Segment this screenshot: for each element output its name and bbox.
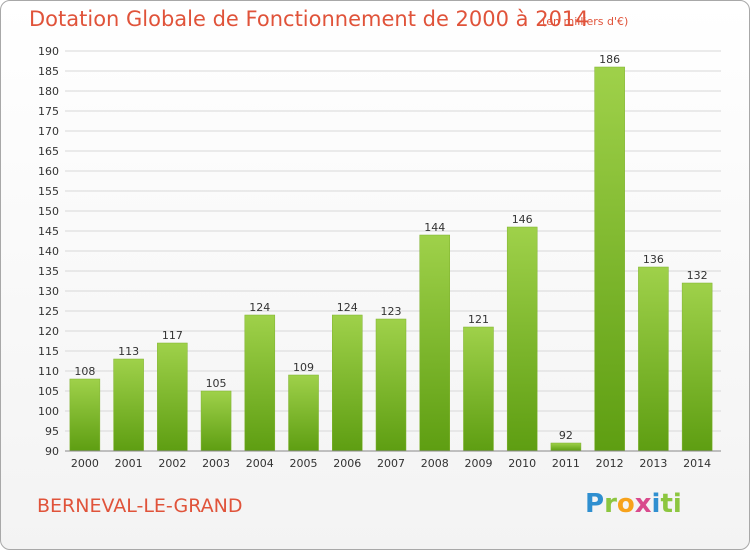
data-label-2011: 92	[559, 429, 573, 442]
x-tick-label: 2008	[421, 457, 449, 470]
x-tick-label: 2001	[115, 457, 143, 470]
bar-2012	[594, 66, 625, 452]
data-label-2000: 108	[74, 365, 95, 378]
x-tick-label: 2005	[290, 457, 318, 470]
y-tick-label: 110	[38, 365, 59, 378]
x-tick-label: 2012	[596, 457, 624, 470]
y-tick-label: 190	[38, 45, 59, 58]
bar-2008	[419, 234, 450, 452]
bar-2006	[332, 314, 363, 452]
y-tick-label: 130	[38, 285, 59, 298]
data-label-2008: 144	[424, 221, 445, 234]
x-tick-label: 2006	[333, 457, 361, 470]
x-tick-label: 2000	[71, 457, 99, 470]
data-label-2009: 121	[468, 313, 489, 326]
data-label-2010: 146	[512, 213, 533, 226]
data-label-2007: 123	[381, 305, 402, 318]
y-tick-label: 155	[38, 185, 59, 198]
bar-2003	[200, 390, 232, 452]
x-tick-label: 2003	[202, 457, 230, 470]
bars	[69, 66, 713, 452]
y-axis-ticks: 90 95 100 105 110 115 120 125 130 135 140 145 150 155…	[38, 45, 59, 458]
data-label-2002: 117	[162, 329, 183, 342]
data-label-2006: 124	[337, 301, 358, 314]
chart-unit: (en milliers d'€)	[542, 15, 629, 28]
x-tick-label: 2002	[158, 457, 186, 470]
data-labels: 108 113 117 105 124 109 124 123 144 121 146 92 186 13…	[74, 53, 707, 442]
data-label-2013: 136	[643, 253, 664, 266]
y-tick-label: 175	[38, 105, 59, 118]
proxiti-logo: Proxiti	[585, 489, 682, 519]
data-label-2001: 113	[118, 345, 139, 358]
x-tick-label: 2007	[377, 457, 405, 470]
y-tick-label: 115	[38, 345, 59, 358]
y-tick-label: 120	[38, 325, 59, 338]
data-label-2003: 105	[206, 377, 227, 390]
bar-2001	[113, 358, 144, 452]
x-tick-label: 2014	[683, 457, 711, 470]
x-tick-label: 2011	[552, 457, 580, 470]
bar-2004	[244, 314, 276, 452]
y-tick-label: 95	[45, 425, 59, 438]
commune-name: BERNEVAL-LE-GRAND	[37, 495, 243, 517]
bar-2007	[375, 318, 407, 452]
y-tick-label: 100	[38, 405, 59, 418]
y-tick-label: 125	[38, 305, 59, 318]
data-label-2004: 124	[249, 301, 270, 314]
chart-title: Dotation Globale de Fonctionnement de 20…	[29, 7, 589, 31]
y-tick-label: 135	[38, 265, 59, 278]
bar-2013	[638, 266, 669, 452]
data-label-2014: 132	[687, 269, 708, 282]
x-tick-label: 2009	[464, 457, 492, 470]
y-tick-label: 150	[38, 205, 59, 218]
y-tick-label: 165	[38, 145, 59, 158]
bar-2011	[550, 442, 582, 452]
data-label-2012: 186	[599, 53, 620, 66]
y-tick-label: 185	[38, 65, 59, 78]
y-tick-label: 145	[38, 225, 59, 238]
bar-2000	[69, 378, 101, 452]
y-tick-label: 170	[38, 125, 59, 138]
bar-2009	[463, 326, 494, 452]
bar-2010	[506, 226, 538, 452]
y-tick-label: 180	[38, 85, 59, 98]
y-tick-label: 140	[38, 245, 59, 258]
y-tick-label: 90	[45, 445, 59, 458]
y-tick-label: 160	[38, 165, 59, 178]
x-tick-label: 2010	[508, 457, 536, 470]
x-axis-ticks: 2000 2001 2002 2003 2004 2005 2006 2007 2008 2009…	[71, 457, 711, 470]
y-tick-label: 105	[38, 385, 59, 398]
bar-2002	[157, 342, 188, 452]
x-tick-label: 2013	[639, 457, 667, 470]
data-label-2005: 109	[293, 361, 314, 374]
bar-2005	[288, 374, 319, 452]
x-tick-label: 2004	[246, 457, 274, 470]
bar-2014	[681, 282, 713, 452]
